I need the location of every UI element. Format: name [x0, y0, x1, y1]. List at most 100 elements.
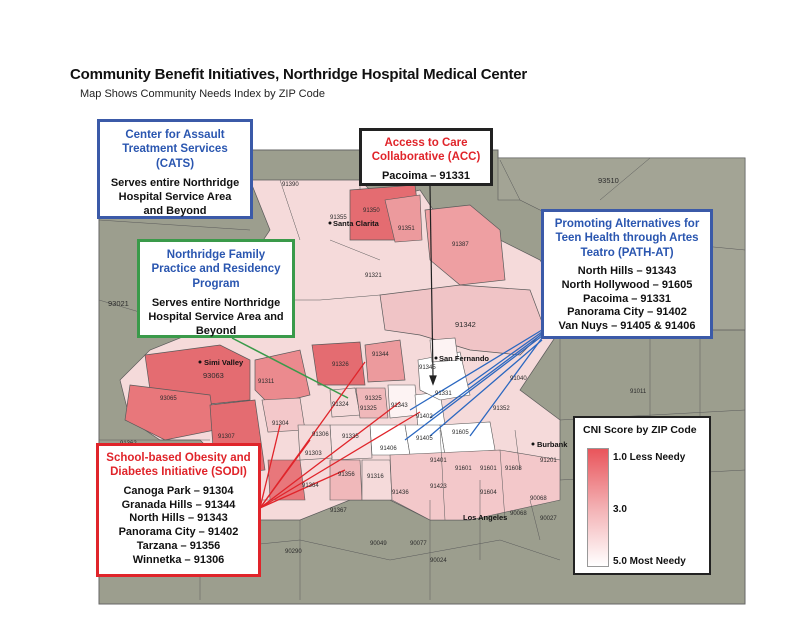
- svg-text:91304: 91304: [272, 421, 289, 427]
- city-santa-clarita: Santa Clarita: [333, 219, 380, 228]
- path-callout: Promoting Alternatives for Teen Health t…: [541, 209, 713, 339]
- region-91335: [329, 424, 373, 461]
- svg-text:90024: 90024: [430, 558, 447, 564]
- cats-body-1: Serves entire Northridge: [110, 177, 240, 190]
- page-subtitle: Map Shows Community Needs Index by ZIP C…: [80, 88, 325, 100]
- svg-text:90027: 90027: [540, 516, 557, 522]
- svg-text:91355: 91355: [330, 215, 347, 221]
- city-burbank: Burbank: [537, 440, 568, 449]
- region-91316: [361, 459, 393, 501]
- cats-title-3: (CATS): [155, 157, 195, 170]
- path-title-3: Teatro (PATH-AT): [580, 246, 674, 259]
- svg-text:93021: 93021: [108, 299, 129, 308]
- acc-title-2: Collaborative (ACC): [371, 151, 481, 164]
- svg-text:91325: 91325: [360, 406, 377, 412]
- region-91326: [311, 341, 366, 386]
- svg-text:91601: 91601: [480, 466, 497, 472]
- svg-text:91351: 91351: [398, 226, 415, 232]
- svg-text:93065: 93065: [160, 396, 177, 402]
- svg-text:91356: 91356: [338, 472, 355, 478]
- svg-text:91390: 91390: [282, 182, 299, 188]
- sodi-item: North Hills – 91343: [129, 512, 228, 525]
- region-91364: [267, 459, 306, 501]
- region-91344: [364, 339, 406, 383]
- svg-text:91405: 91405: [416, 436, 433, 442]
- svg-text:93063: 93063: [203, 371, 224, 380]
- svg-text:91605: 91605: [452, 430, 469, 436]
- svg-text:91040: 91040: [510, 376, 527, 382]
- sodi-item: Canoga Park – 91304: [123, 484, 234, 497]
- svg-text:90068: 90068: [530, 496, 547, 502]
- cats-body-2: Hospital Service Area: [118, 190, 232, 203]
- region-93065: [124, 384, 216, 441]
- path-item: Van Nuys – 91405 & 91406: [558, 320, 696, 333]
- nfp-body-1: Serves entire Northridge: [151, 297, 281, 310]
- svg-text:91326: 91326: [332, 362, 349, 368]
- path-item: Pacoima – 91331: [582, 292, 672, 305]
- svg-text:91335: 91335: [342, 434, 359, 440]
- sodi-item: Winnetka – 91306: [132, 553, 225, 566]
- svg-text:91306: 91306: [312, 432, 329, 438]
- sodi-title-2: Diabetes Initiative (SODI): [110, 466, 247, 479]
- svg-text:91352: 91352: [493, 406, 510, 412]
- city-simi-valley: Simi Valley: [204, 358, 244, 367]
- legend-gradient-bar: [587, 448, 609, 567]
- region-91356: [329, 459, 363, 501]
- nfp-body-2: Hospital Service Area and: [148, 310, 284, 323]
- svg-text:91604: 91604: [480, 490, 497, 496]
- acc-callout: Access to Care Collaborative (ACC) Pacoi…: [359, 128, 493, 186]
- legend-mid-label: 3.0: [613, 504, 627, 515]
- svg-text:91345: 91345: [419, 365, 436, 371]
- nfp-callout: Northridge Family Practice and Residency…: [137, 239, 295, 338]
- svg-text:91324: 91324: [332, 402, 349, 408]
- path-title-2: Teen Health through Artes: [555, 232, 699, 245]
- svg-text:90077: 90077: [410, 541, 427, 547]
- acc-body-1: Pacoima – 91331: [381, 169, 471, 182]
- svg-text:91344: 91344: [372, 352, 389, 358]
- svg-text:91387: 91387: [452, 242, 469, 248]
- nfp-title-3: Program: [192, 277, 240, 290]
- svg-text:91608: 91608: [505, 466, 522, 472]
- region-91343: [387, 384, 419, 419]
- svg-text:91307: 91307: [218, 434, 235, 440]
- path-arrows: [404, 329, 543, 441]
- svg-text:91401: 91401: [430, 458, 447, 464]
- sodi-item: Panorama City – 91402: [118, 526, 239, 538]
- svg-text:91325: 91325: [365, 396, 382, 402]
- svg-text:91311: 91311: [258, 379, 275, 385]
- svg-text:90068: 90068: [510, 511, 527, 517]
- region-la-basin: [389, 449, 561, 521]
- cats-body-3: and Beyond: [143, 204, 207, 217]
- legend-title: CNI Score by ZIP Code: [583, 424, 697, 436]
- acc-title-1: Access to Care: [384, 137, 468, 149]
- cats-title-1: Center for Assault: [125, 129, 225, 141]
- svg-text:91350: 91350: [363, 208, 380, 214]
- svg-text:91436: 91436: [392, 490, 409, 496]
- nfp-title-2: Practice and Residency: [151, 263, 281, 276]
- region-91351: [384, 194, 423, 243]
- region-91605: [439, 421, 496, 456]
- svg-text:91364: 91364: [302, 483, 319, 489]
- svg-text:91331: 91331: [435, 391, 452, 397]
- svg-text:91601: 91601: [455, 466, 472, 472]
- legend-low-label: 5.0 Most Needy: [613, 556, 686, 567]
- sodi-item: Tarzana – 91356: [136, 539, 221, 552]
- path-item: Panorama City – 91402: [567, 306, 687, 319]
- city-los-angeles: Los Angeles: [463, 513, 507, 522]
- svg-text:91011: 91011: [630, 389, 647, 395]
- svg-text:90290: 90290: [285, 549, 302, 555]
- svg-text:93510: 93510: [598, 176, 619, 185]
- svg-text:91316: 91316: [367, 474, 384, 480]
- path-item: North Hills – 91343: [577, 265, 677, 278]
- svg-text:91423: 91423: [430, 484, 447, 490]
- city-san-fernando: San Fernando: [439, 354, 489, 363]
- sodi-title-1: School-based Obesity and: [106, 452, 251, 464]
- svg-text:91342: 91342: [455, 320, 476, 329]
- nfp-title-1: Northridge Family: [166, 249, 266, 261]
- sodi-arrows: [259, 361, 421, 509]
- svg-text:90049: 90049: [370, 541, 387, 547]
- cni-legend: CNI Score by ZIP Code 1.0 Less Needy 3.0…: [573, 416, 711, 575]
- nfp-arrow: [231, 337, 349, 399]
- city-labels: Santa Clarita San Fernando Simi Valley B…: [198, 219, 568, 522]
- svg-text:91201: 91201: [540, 458, 557, 464]
